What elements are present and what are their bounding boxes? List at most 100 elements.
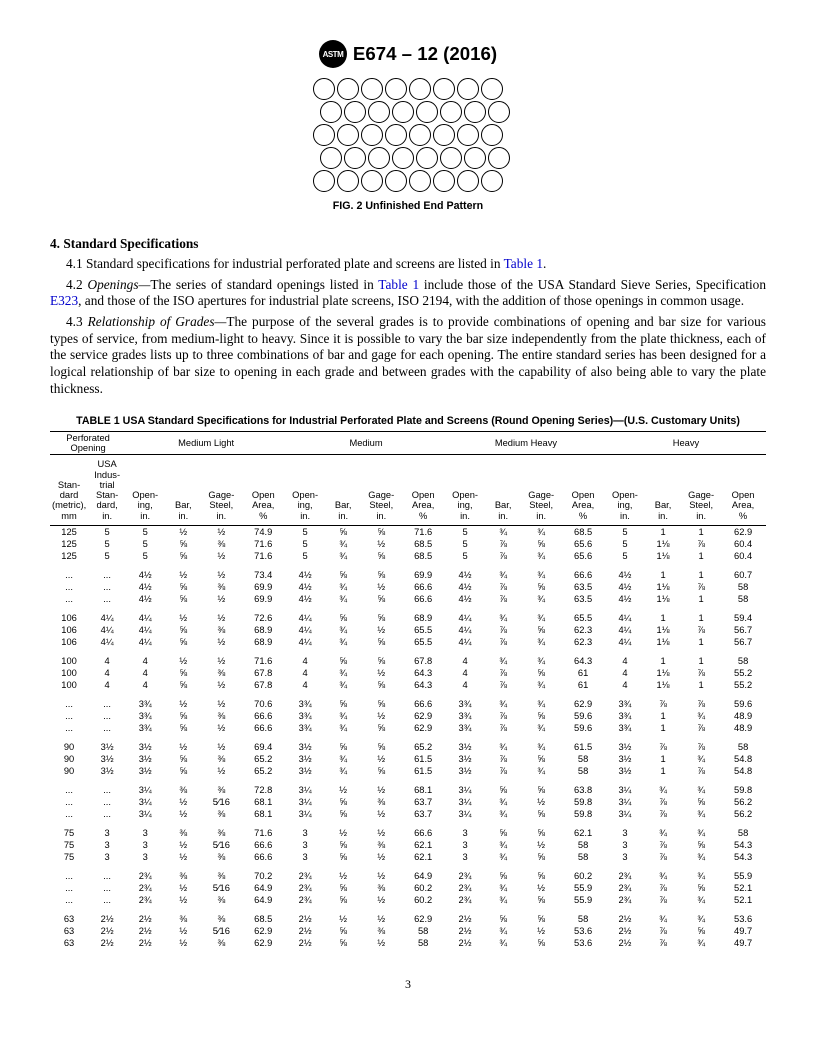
table-cell: 100 <box>50 679 88 691</box>
table-cell: 66.6 <box>240 710 286 722</box>
table-cell: 3¼ <box>286 808 324 820</box>
table-row: ......3¼½⅜68.13¼⅝½63.73¼¾⅝59.83¼⅞¾56.2 <box>50 808 766 820</box>
table-cell: ¾ <box>484 525 522 538</box>
table-cell: ⅝ <box>522 667 560 679</box>
table-cell: ⅞ <box>484 667 522 679</box>
table-cell: ⅝ <box>484 820 522 839</box>
table-cell: ¾ <box>522 605 560 624</box>
table-cell: ¾ <box>644 820 682 839</box>
table-cell: ⅜ <box>362 925 400 937</box>
table-cell: ⅝ <box>164 722 202 734</box>
table-cell: ¾ <box>484 691 522 710</box>
table-cell: 3¼ <box>126 808 164 820</box>
table-cell: ⅝ <box>324 691 362 710</box>
table-cell: 53.6 <box>560 925 606 937</box>
table-cell: 4½ <box>126 562 164 581</box>
table-cell: 5 <box>126 550 164 562</box>
table-row: ......3¾½½70.63¾⅝⅝66.63¾¾¾62.93¾⅞⅞59.6 <box>50 691 766 710</box>
table-cell: 106 <box>50 605 88 624</box>
table-cell: ... <box>50 894 88 906</box>
table-cell: ½ <box>324 820 362 839</box>
table-cell: 67.8 <box>240 679 286 691</box>
document-header: ASTM E674 – 12 (2016) <box>50 40 766 68</box>
table-cell: ... <box>88 722 126 734</box>
table-cell: ½ <box>362 808 400 820</box>
table-cell: ⅝ <box>324 605 362 624</box>
table-cell: 5 <box>446 550 484 562</box>
table-cell: 54.8 <box>720 753 766 765</box>
table-cell: 55.2 <box>720 679 766 691</box>
table-column-header: Open-ing,in. <box>126 455 164 526</box>
table-cell: 62.9 <box>400 710 446 722</box>
table-cell: 4½ <box>126 593 164 605</box>
table-cell: 62.3 <box>560 636 606 648</box>
spec-e323-link[interactable]: E323 <box>50 293 78 308</box>
table-cell: 106 <box>50 636 88 648</box>
table-cell: 5⁄16 <box>202 882 240 894</box>
table-row: ......2¾⅜⅜70.22¾½½64.92¾⅝⅝60.22¾¾¾55.9 <box>50 863 766 882</box>
table-row: 903½3½⅝½65.23½¾⅝61.53½⅞¾583½1⅞54.8 <box>50 765 766 777</box>
table-cell: ⅝ <box>362 550 400 562</box>
table-cell: 3 <box>126 839 164 851</box>
table-cell: ½ <box>164 562 202 581</box>
table-cell: ½ <box>362 894 400 906</box>
table-cell: ⅞ <box>484 636 522 648</box>
table-cell: 64.3 <box>560 648 606 667</box>
table-cell: 3 <box>446 839 484 851</box>
table-cell: ½ <box>202 636 240 648</box>
table-cell: 62.1 <box>400 851 446 863</box>
table-cell: ½ <box>202 593 240 605</box>
table-cell: ¾ <box>324 538 362 550</box>
table-cell: 3¼ <box>446 796 484 808</box>
table-cell: 3 <box>88 820 126 839</box>
table-cell: ... <box>88 808 126 820</box>
table-cell: 60.2 <box>560 863 606 882</box>
table-cell: 61 <box>560 667 606 679</box>
table-cell: 4½ <box>606 562 644 581</box>
table-cell: 2½ <box>286 906 324 925</box>
table-cell: 1⅛ <box>644 550 682 562</box>
table-1-link[interactable]: Table 1 <box>378 277 419 292</box>
table-cell: 4 <box>446 648 484 667</box>
table-cell: 1 <box>644 753 682 765</box>
table-row: 1064¼4¼⅝½68.94¼¾⅝65.54¼⅞¾62.34¼1⅛156.7 <box>50 636 766 648</box>
table-cell: ½ <box>202 679 240 691</box>
table-cell: 61.5 <box>560 734 606 753</box>
table-cell: 58 <box>560 839 606 851</box>
table-cell: 1 <box>682 562 720 581</box>
table-cell: ⅝ <box>522 851 560 863</box>
table-cell: ¾ <box>682 777 720 796</box>
table-cell: 3¾ <box>446 691 484 710</box>
table-1-link[interactable]: Table 1 <box>504 256 543 271</box>
table-cell: ¾ <box>484 648 522 667</box>
table-cell: 59.6 <box>560 722 606 734</box>
table-cell: ⅝ <box>164 667 202 679</box>
table-cell: ⅝ <box>522 581 560 593</box>
table-cell: 3½ <box>446 765 484 777</box>
table-cell: ⅜ <box>164 820 202 839</box>
table-cell: ⅞ <box>644 734 682 753</box>
table-cell: 3¾ <box>446 722 484 734</box>
table-cell: 1 <box>682 593 720 605</box>
table-cell: 2½ <box>88 925 126 937</box>
table-cell: 3¼ <box>446 777 484 796</box>
table-cell: 3½ <box>446 734 484 753</box>
table-row: 632½2½½5⁄1662.92½⅝⅜582½¾½53.62½⅞⅝49.7 <box>50 925 766 937</box>
table-cell: ⅝ <box>362 593 400 605</box>
table-cell: 4½ <box>286 593 324 605</box>
table-cell: ⅝ <box>362 722 400 734</box>
table-cell: 62.1 <box>560 820 606 839</box>
table-cell: 2¾ <box>286 863 324 882</box>
table-cell: 59.8 <box>560 796 606 808</box>
table-row: 632½2½⅜⅜68.52½½½62.92½⅝⅝582½¾¾53.6 <box>50 906 766 925</box>
table-cell: 125 <box>50 550 88 562</box>
table-cell: ... <box>88 863 126 882</box>
table-cell: 59.4 <box>720 605 766 624</box>
table-cell: ½ <box>164 525 202 538</box>
table-cell: 72.6 <box>240 605 286 624</box>
table-cell: 3 <box>606 820 644 839</box>
astm-logo: ASTM <box>319 40 347 68</box>
table-cell: ¾ <box>324 550 362 562</box>
page-number: 3 <box>50 977 766 992</box>
table-cell: ½ <box>164 851 202 863</box>
